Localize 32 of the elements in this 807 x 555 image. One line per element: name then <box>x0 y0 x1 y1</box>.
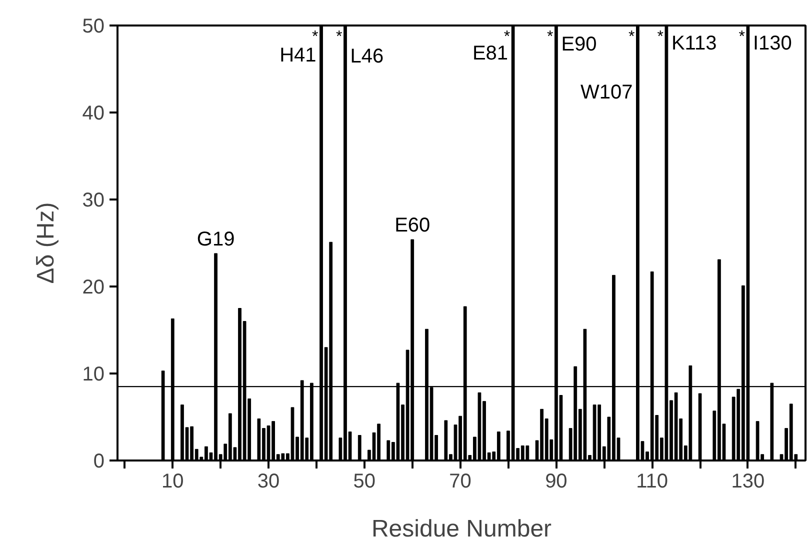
y-tick-label: 40 <box>82 102 105 124</box>
annotation: * <box>546 28 554 46</box>
bar <box>358 435 362 460</box>
annotation: E90 <box>561 34 597 56</box>
annotation: * <box>628 28 635 46</box>
annotation: * <box>336 28 342 46</box>
x-tick-label: 70 <box>449 470 472 492</box>
annotation: * <box>738 28 745 46</box>
y-axis-title: Δδ (Hz) <box>32 202 60 284</box>
annotation: E60 <box>394 214 430 237</box>
x-tick-label: 110 <box>636 470 668 492</box>
y-tick-label: 50 <box>82 16 105 38</box>
x-tick-label: 90 <box>545 470 568 492</box>
annotation: K113 <box>671 32 717 54</box>
annotation: I130 <box>752 32 792 54</box>
y-tick-label: 30 <box>82 190 105 212</box>
annotation: * <box>504 28 510 46</box>
annotation: L46 <box>350 46 384 68</box>
x-tick-label: 10 <box>162 470 184 492</box>
annotation: W107 <box>580 82 633 104</box>
x-axis-title: Residue Number <box>371 516 552 542</box>
x-tick-label: 30 <box>257 470 280 492</box>
x-tick-label: 130 <box>731 470 765 492</box>
annotation: G19 <box>196 228 235 250</box>
x-tick-label: 50 <box>353 470 376 492</box>
y-tick-label: 0 <box>93 450 104 472</box>
annotation: * <box>312 28 318 46</box>
y-tick-label: 10 <box>82 364 105 386</box>
annotation: H41 <box>280 44 316 66</box>
annotation: * <box>657 28 664 46</box>
y-tick-label: 20 <box>82 276 105 298</box>
annotation: E81 <box>472 42 508 64</box>
